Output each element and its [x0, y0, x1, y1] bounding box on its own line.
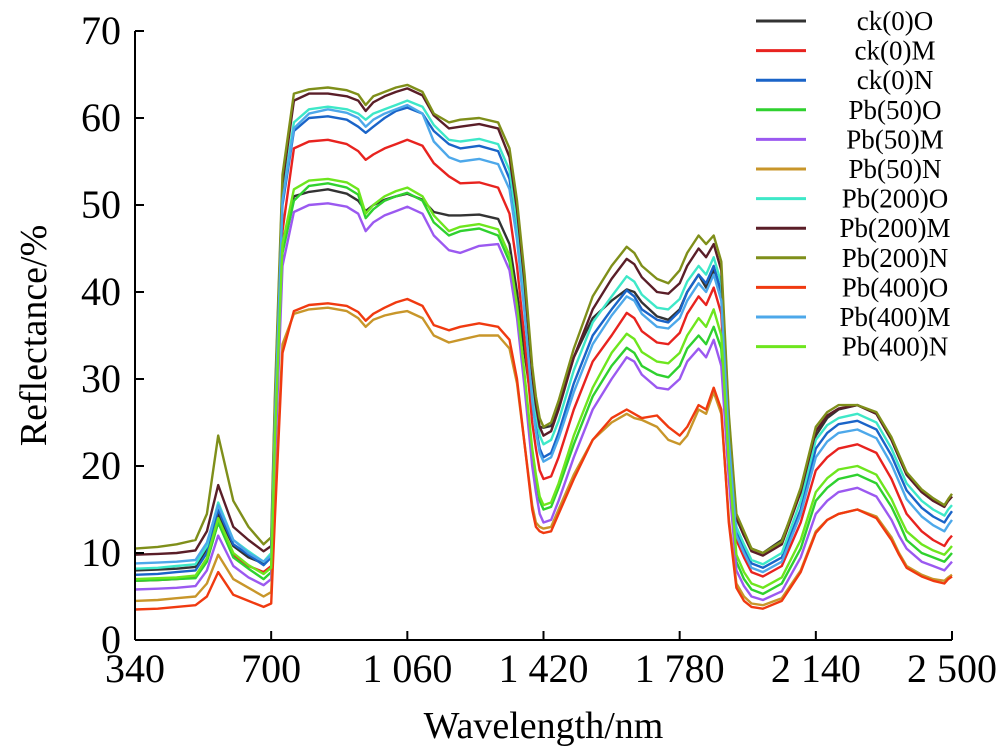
- legend-item: ck(0)N: [756, 65, 933, 95]
- legend-item: Pb(200)O: [756, 184, 948, 214]
- x-tick-label: 2 500: [907, 646, 997, 691]
- x-tick-label: 340: [105, 646, 165, 691]
- legend-label: ck(0)O: [857, 6, 933, 36]
- legend-label: Pb(200)O: [842, 184, 949, 214]
- series-line-10: [134, 103, 953, 574]
- axes: 340 700 1 060 1 420 1 780 2 140 2 500 0 10 20 30 40…: [81, 8, 997, 691]
- legend-label: Pb(50)M: [846, 124, 944, 154]
- y-tick-label: 60: [81, 95, 121, 140]
- legend-label: Pb(50)O: [849, 95, 942, 125]
- y-tick-label: 0: [101, 617, 121, 662]
- legend-label: Pb(400)O: [842, 272, 949, 302]
- legend-item: Pb(200)M: [756, 213, 951, 243]
- x-tick-label: 700: [241, 646, 301, 691]
- x-tick-label: 1 420: [499, 646, 589, 691]
- series-lines: [134, 83, 953, 611]
- series-line-9: [134, 297, 953, 611]
- y-tick-label: 70: [81, 8, 121, 53]
- y-tick-label: 20: [81, 443, 121, 488]
- series-line-1: [134, 138, 953, 582]
- x-axis-title: Wavelength/nm: [424, 705, 664, 747]
- legend: ck(0)Ock(0)Mck(0)NPb(50)OPb(50)MPb(50)NP…: [756, 6, 951, 362]
- legend-label: Pb(200)M: [839, 213, 950, 243]
- y-tick-label: 30: [81, 356, 121, 401]
- series-line-11: [134, 177, 953, 589]
- legend-item: Pb(200)N: [756, 243, 948, 273]
- legend-item: Pb(400)M: [756, 302, 951, 332]
- legend-item: Pb(400)N: [756, 332, 948, 362]
- series-line-4: [134, 202, 953, 602]
- x-tick-label: 1 060: [362, 646, 452, 691]
- legend-item: Pb(50)M: [756, 124, 944, 154]
- legend-label: Pb(50)N: [849, 154, 942, 184]
- legend-label: Pb(400)M: [839, 302, 950, 332]
- x-tick-label: 1 780: [635, 646, 725, 691]
- legend-item: Pb(400)O: [756, 272, 948, 302]
- legend-item: ck(0)O: [756, 6, 933, 36]
- legend-label: Pb(400)N: [842, 332, 949, 362]
- legend-label: ck(0)N: [857, 65, 933, 95]
- legend-item: Pb(50)N: [756, 154, 942, 184]
- x-tick-label: 2 140: [771, 646, 861, 691]
- series-line-3: [134, 182, 953, 596]
- y-tick-label: 50: [81, 182, 121, 227]
- y-tick-label: 10: [81, 530, 121, 575]
- series-line-8: [134, 83, 953, 555]
- series-line-0: [134, 188, 953, 572]
- y-tick-label: 40: [81, 269, 121, 314]
- legend-item: ck(0)M: [756, 36, 935, 66]
- legend-item: Pb(50)O: [756, 95, 942, 125]
- y-axis-title: Reflectance/%: [13, 225, 55, 447]
- legend-label: ck(0)M: [855, 36, 936, 66]
- legend-label: Pb(200)N: [842, 243, 949, 273]
